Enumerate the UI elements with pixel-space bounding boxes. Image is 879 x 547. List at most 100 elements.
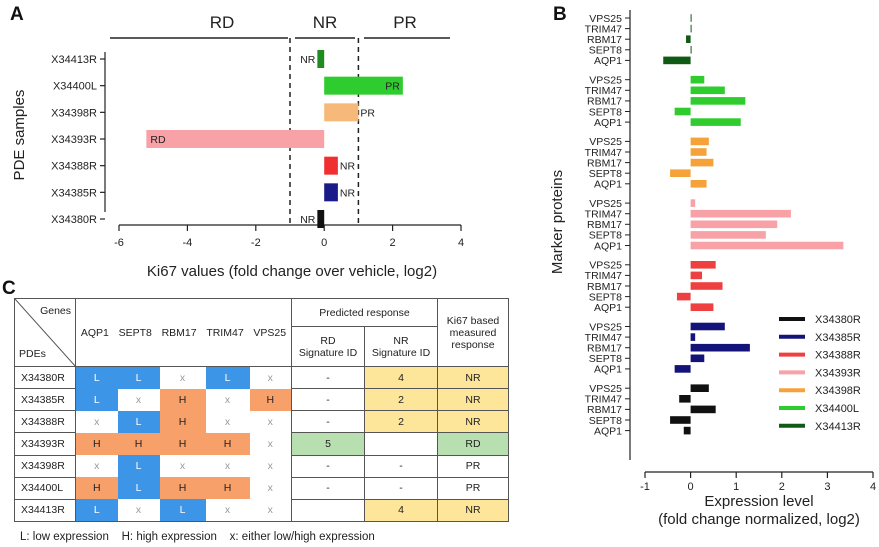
- gene-expression-cell: x: [179, 460, 186, 473]
- panel-b-bar: [670, 169, 691, 177]
- gene-expression-cell: x: [224, 415, 231, 428]
- panel-b-category-label: AQP1: [594, 364, 622, 376]
- panel-a-xtick-label: -6: [114, 237, 124, 249]
- panel-b-category-label: VPS25: [589, 136, 622, 148]
- panel-b-category-label: RBM17: [587, 157, 622, 169]
- rd-sig-line2: Signature ID: [298, 346, 358, 359]
- panel-b-bar: [686, 35, 691, 43]
- panel-b-bar: [690, 14, 692, 22]
- measured-response-cell: PR: [437, 454, 510, 478]
- panel-b-category-label: AQP1: [594, 55, 622, 67]
- gene-header-sept8: SEPT8: [118, 326, 152, 339]
- genes-label: Genes: [40, 305, 71, 317]
- gene-expression-cell: L: [159, 499, 206, 523]
- gene-expression-cell: x: [224, 393, 231, 406]
- panel-b-chart: Marker proteins Expression level (fold c…: [549, 10, 876, 528]
- panel-b-xtick-label: 3: [824, 481, 830, 493]
- panel-a-ylabel: PDE samples: [11, 90, 28, 181]
- legend-label: X34388R: [815, 350, 861, 362]
- panel-b-category-label: VPS25: [589, 383, 622, 395]
- panel-b-bar: [690, 343, 750, 352]
- panel-b-bar: [690, 261, 716, 269]
- panel-b-category-label: VPS25: [589, 13, 622, 25]
- gene-header-trim47: TRIM47: [206, 326, 244, 339]
- panel-b-bar: [690, 241, 844, 250]
- panel-b-category-label: RBM17: [587, 219, 622, 231]
- panel-b-bar: [690, 354, 705, 363]
- rd-signature-cell: -: [291, 388, 365, 412]
- nr-signature-cell: 4: [363, 498, 439, 523]
- panel-b-bar: [690, 97, 746, 105]
- panel-b-category-label: AQP1: [594, 425, 622, 437]
- panel-b-bar: [690, 118, 741, 126]
- rd-signature-header: RD Signature ID: [291, 326, 365, 367]
- panel-b-bar: [690, 231, 766, 239]
- panel-b-category-label: TRIM47: [585, 394, 623, 406]
- panel-b-category-label: SEPT8: [589, 291, 622, 303]
- panel-b-bar: [670, 416, 691, 424]
- panel-a-category-label: X34385R: [51, 187, 97, 199]
- panel-b-category-label: TRIM47: [585, 23, 623, 35]
- panel-b-category-label: RBM17: [587, 281, 622, 293]
- gene-expression-cell: L: [117, 366, 160, 389]
- panel-b-bar: [690, 46, 692, 54]
- gene-expression-cell: H: [75, 432, 118, 456]
- panel-a-letter: A: [10, 4, 24, 25]
- panel-a-bar: [324, 183, 338, 202]
- legend-label: X34385R: [815, 332, 861, 344]
- legend-label: X34413R: [815, 421, 861, 433]
- panel-b-bar: [674, 365, 691, 373]
- gene-expression-cell: x: [249, 366, 292, 389]
- panel-b-xlabel-line2: (fold change normalized, log2): [658, 511, 860, 528]
- rd-signature-cell: -: [291, 410, 365, 434]
- panel-a-bar: [317, 50, 325, 68]
- panel-b-bar: [690, 199, 696, 207]
- panel-b-category-label: VPS25: [589, 260, 622, 272]
- panel-a-xtick-label: -4: [183, 237, 193, 249]
- panel-b-bar: [690, 75, 705, 84]
- panel-b-category-label: AQP1: [594, 240, 622, 252]
- panel-b-xlabel-line1: Expression level: [704, 493, 813, 510]
- panel-b-bar: [683, 426, 691, 435]
- panel-b-bar: [690, 303, 714, 311]
- gene-expression-cell: x: [135, 393, 142, 406]
- gene-expression-cell: x: [75, 455, 118, 478]
- gene-expression-cell: L: [75, 388, 118, 411]
- rd-signature-cell: -: [291, 476, 365, 500]
- region-label-pr: PR: [393, 13, 417, 32]
- rd-signature-cell: [291, 498, 365, 523]
- panel-a-bar-label: NR: [340, 187, 356, 199]
- region-label-nr: NR: [313, 13, 338, 32]
- prediction-table: Genes PDEs AQP1 SEPT8 RBM17 TRIM47 VPS25…: [14, 298, 510, 523]
- gene-expression-cell: H: [75, 477, 118, 500]
- pde-name-cell: X34385R: [14, 388, 76, 412]
- panel-b-bar: [690, 137, 709, 146]
- panel-b-bar: [679, 395, 691, 403]
- panel-b-category-label: TRIM47: [585, 147, 623, 159]
- panel-b-bar: [690, 209, 791, 218]
- panel-b-bar: [690, 86, 725, 95]
- nr-signature-cell: -: [363, 476, 439, 500]
- gene-expression-cell: x: [117, 499, 160, 523]
- rd-signature-cell: -: [291, 454, 365, 478]
- panel-a-category-label: X34380R: [51, 214, 97, 226]
- gene-expression-cell: L: [117, 477, 160, 500]
- legend-label: X34400L: [815, 403, 859, 415]
- panel-b-category-label: SEPT8: [589, 230, 622, 242]
- gene-expression-cell: H: [117, 432, 160, 456]
- measured-response-cell: NR: [437, 388, 510, 412]
- panel-b-category-label: RBM17: [587, 96, 622, 108]
- measured-response-cell: RD: [437, 432, 510, 456]
- pde-name-cell: X34400L: [14, 476, 76, 500]
- genes-pdes-corner: Genes PDEs: [14, 298, 76, 367]
- gene-expression-cell: H: [159, 432, 206, 456]
- legend-label: X34393R: [815, 367, 861, 379]
- panel-b-category-label: AQP1: [594, 302, 622, 314]
- nr-signature-cell: 2: [363, 388, 439, 412]
- panel-a-category-label: X34400L: [53, 81, 97, 93]
